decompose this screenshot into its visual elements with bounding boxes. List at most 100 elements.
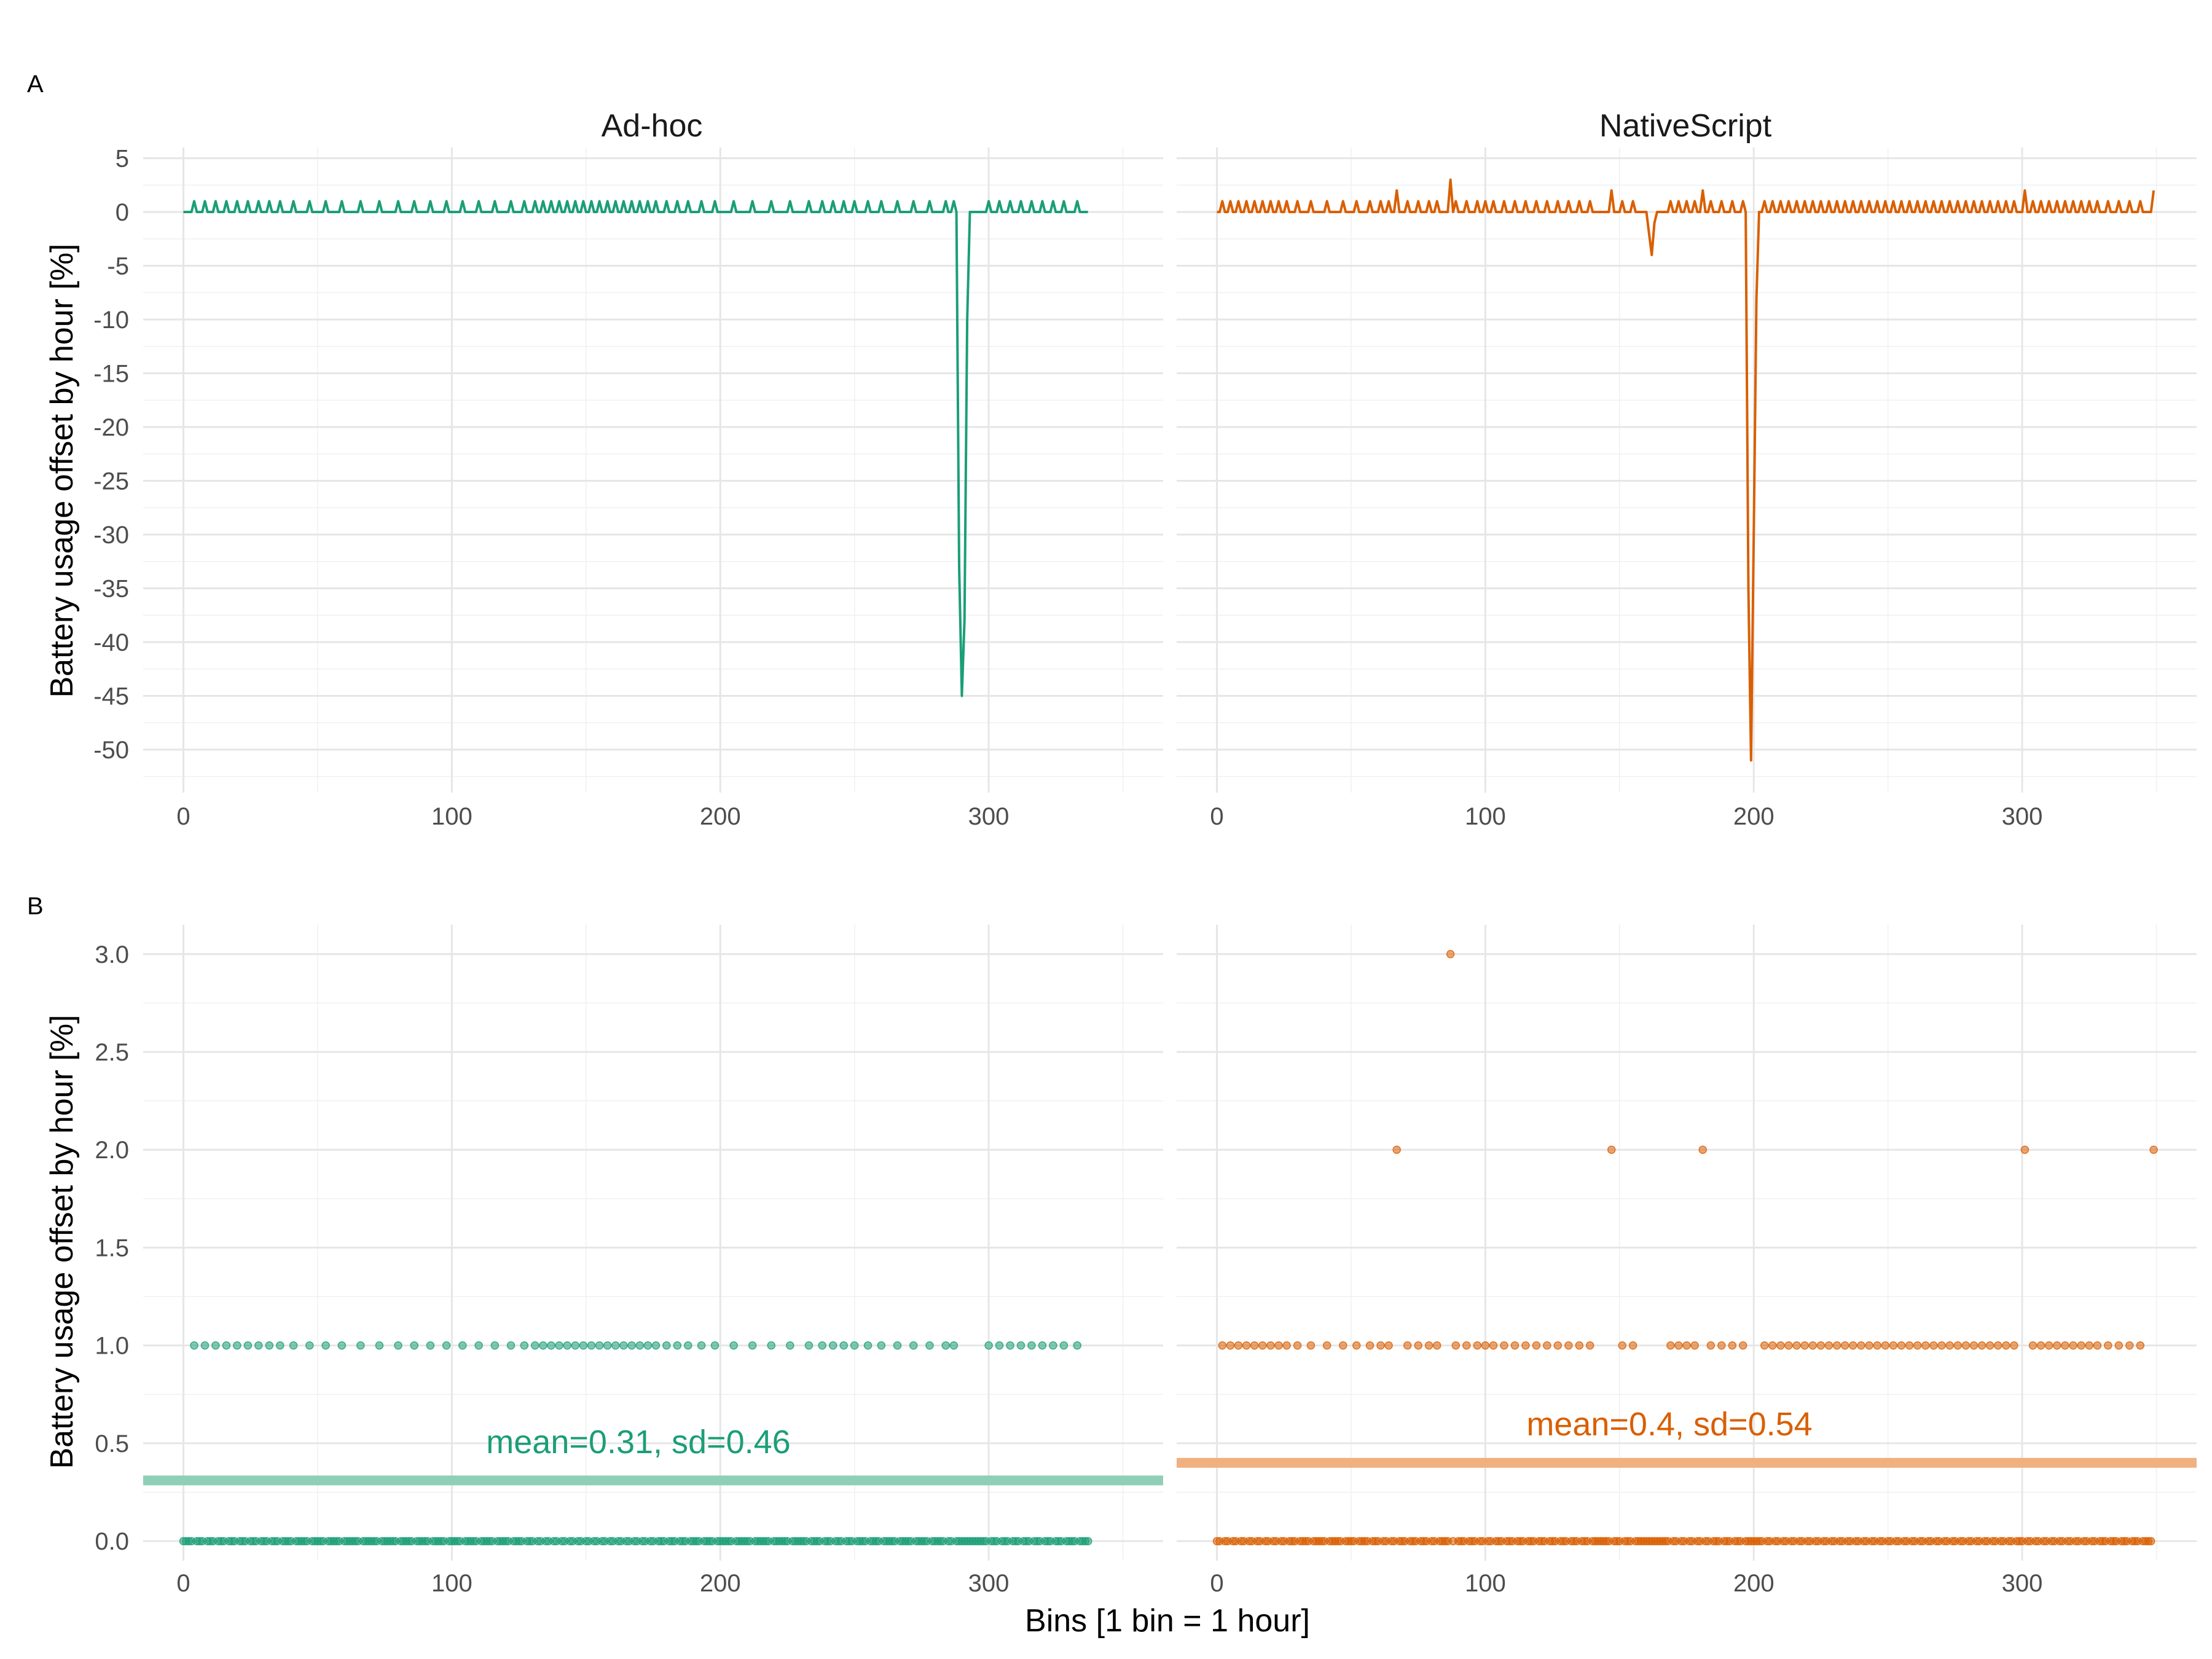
data-point: [2125, 1341, 2134, 1350]
x-tick-label: 100: [1465, 803, 1506, 830]
data-point: [1274, 1341, 1283, 1350]
data-point: [767, 1341, 775, 1350]
data-point: [222, 1341, 231, 1350]
data-point: [1682, 1341, 1691, 1350]
data-point: [748, 1341, 757, 1350]
data-point: [804, 1341, 814, 1350]
data-point: [1306, 1341, 1316, 1350]
data-point: [684, 1341, 692, 1350]
data-point: [254, 1341, 263, 1350]
data-point: [1857, 1341, 1865, 1350]
data-point: [1322, 1341, 1332, 1350]
data-point: [1027, 1341, 1036, 1350]
x-tick-label: 100: [431, 803, 473, 830]
data-point: [1824, 1341, 1834, 1350]
data-point: [662, 1341, 671, 1350]
data-point: [1500, 1341, 1508, 1350]
data-point: [1840, 1341, 1849, 1350]
x-tick-label: 300: [968, 803, 1010, 830]
data-point: [1706, 1341, 1716, 1350]
annotation-adhoc: mean=0.31, sd=0.46: [486, 1424, 790, 1461]
y-tick-label: -20: [93, 414, 129, 441]
data-point: [651, 1341, 661, 1350]
data-point: [1282, 1341, 1291, 1350]
x-tick-label: 100: [1465, 1570, 1506, 1597]
grid-panel-a: [143, 147, 2197, 793]
data-point: [1006, 1341, 1014, 1350]
data-point: [1717, 1341, 1726, 1350]
data-point: [1376, 1341, 1385, 1350]
data-point: [1849, 1341, 1857, 1350]
data-point: [1618, 1341, 1626, 1350]
x-ticks-panel-a: 0 100 200 300 0 100 200 300: [176, 803, 2042, 830]
panel-label-a: A: [27, 71, 44, 98]
x-tick-label: 200: [700, 803, 741, 830]
data-point: [828, 1341, 837, 1350]
data-point: [276, 1341, 284, 1350]
data-point: [243, 1341, 253, 1350]
data-point: [321, 1341, 330, 1350]
data-point: [1776, 1341, 1785, 1350]
data-point: [1532, 1341, 1541, 1350]
y-tick-label: -25: [93, 468, 129, 495]
y-tick-label: 2.0: [95, 1137, 129, 1164]
x-tick-label: 0: [176, 803, 190, 830]
data-point: [410, 1341, 418, 1350]
y-tick-label: -40: [93, 629, 129, 656]
data-point: [2044, 1341, 2053, 1350]
data-point: [1339, 1341, 1347, 1350]
data-point: [458, 1341, 467, 1350]
data-point: [520, 1341, 529, 1350]
data-point: [1628, 1341, 1637, 1350]
data-point: [531, 1341, 539, 1350]
data-point: [1446, 950, 1455, 959]
data-point: [2146, 1537, 2155, 1545]
data-point: [1937, 1341, 1946, 1350]
data-point: [1816, 1341, 1826, 1350]
facet-strip-adhoc-a: Ad-hoc: [602, 108, 703, 144]
data-point: [555, 1341, 563, 1350]
data-point: [2114, 1341, 2124, 1350]
facet-strip-nativescript-a: NativeScript: [1599, 108, 1772, 144]
data-point: [643, 1341, 653, 1350]
data-point: [1760, 1341, 1769, 1350]
data-point: [1792, 1341, 1801, 1350]
x-tick-label: 100: [431, 1570, 473, 1597]
y-ticks-panel-a: 5 0 -5 -10 -15 -20 -25 -30 -35 -40 -45 -50: [93, 146, 129, 764]
data-point: [1293, 1341, 1302, 1350]
data-point: [1403, 1341, 1412, 1350]
data-point: [893, 1341, 902, 1350]
panel-label-b: B: [27, 893, 44, 920]
data-point: [627, 1341, 636, 1350]
y-tick-label: 3.0: [95, 941, 129, 968]
y-tick-label: 0.5: [95, 1430, 129, 1457]
data-point: [1784, 1341, 1793, 1350]
x-tick-label: 0: [1210, 1570, 1223, 1597]
series-line-adhoc: [183, 200, 1088, 697]
data-point: [1489, 1341, 1498, 1350]
data-point: [1832, 1341, 1841, 1350]
y-tick-label: -10: [93, 307, 129, 334]
data-point: [909, 1341, 918, 1350]
data-point: [1462, 1341, 1471, 1350]
data-point: [1666, 1341, 1675, 1350]
data-point: [211, 1341, 220, 1350]
y-tick-label: 1.5: [95, 1234, 129, 1261]
data-point: [1384, 1341, 1393, 1350]
x-axis-title: Bins [1 bin = 1 hour]: [1025, 1603, 1310, 1639]
data-point: [1083, 1537, 1092, 1545]
y-tick-label: -35: [93, 576, 129, 603]
data-point: [1993, 1341, 2002, 1350]
data-point: [1674, 1341, 1683, 1350]
y-axis-title-a: Battery usage offset by hour [%]: [44, 243, 80, 697]
data-point: [579, 1341, 588, 1350]
data-point: [1510, 1341, 1520, 1350]
data-point: [1953, 1341, 1962, 1350]
data-point: [1985, 1341, 1994, 1350]
data-point: [571, 1341, 580, 1350]
y-tick-label: -15: [93, 361, 129, 388]
data-point: [1218, 1341, 1227, 1350]
data-point: [1585, 1341, 1594, 1350]
data-point: [442, 1341, 451, 1350]
